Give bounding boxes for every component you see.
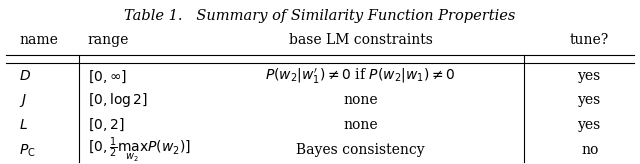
Text: $P(w_2|w_1') \neq 0$ if $P(w_2|w_1) \neq 0$: $P(w_2|w_1') \neq 0$ if $P(w_2|w_1) \neq… [266, 67, 456, 86]
Text: base LM constraints: base LM constraints [289, 33, 433, 47]
Text: yes: yes [578, 93, 602, 107]
Text: tune?: tune? [570, 33, 609, 47]
Text: no: no [581, 143, 598, 157]
Text: $[0, 2]$: $[0, 2]$ [88, 116, 124, 133]
Text: name: name [19, 33, 58, 47]
Text: yes: yes [578, 118, 602, 132]
Text: $[0, \log 2]$: $[0, \log 2]$ [88, 92, 148, 110]
Text: range: range [88, 33, 129, 47]
Text: yes: yes [578, 69, 602, 83]
Text: $J$: $J$ [19, 92, 27, 109]
Text: none: none [344, 93, 378, 107]
Text: $[0, \frac{1}{2} \max_{w_2} P(w_2)]$: $[0, \frac{1}{2} \max_{w_2} P(w_2)]$ [88, 135, 191, 164]
Text: Bayes consistency: Bayes consistency [296, 143, 425, 157]
Text: $L$: $L$ [19, 118, 28, 132]
Text: $[0, \infty]$: $[0, \infty]$ [88, 68, 127, 84]
Text: $D$: $D$ [19, 69, 31, 83]
Text: Table 1.   Summary of Similarity Function Properties: Table 1. Summary of Similarity Function … [124, 9, 516, 23]
Text: $P_{\mathrm{C}}$: $P_{\mathrm{C}}$ [19, 142, 36, 158]
Text: none: none [344, 118, 378, 132]
